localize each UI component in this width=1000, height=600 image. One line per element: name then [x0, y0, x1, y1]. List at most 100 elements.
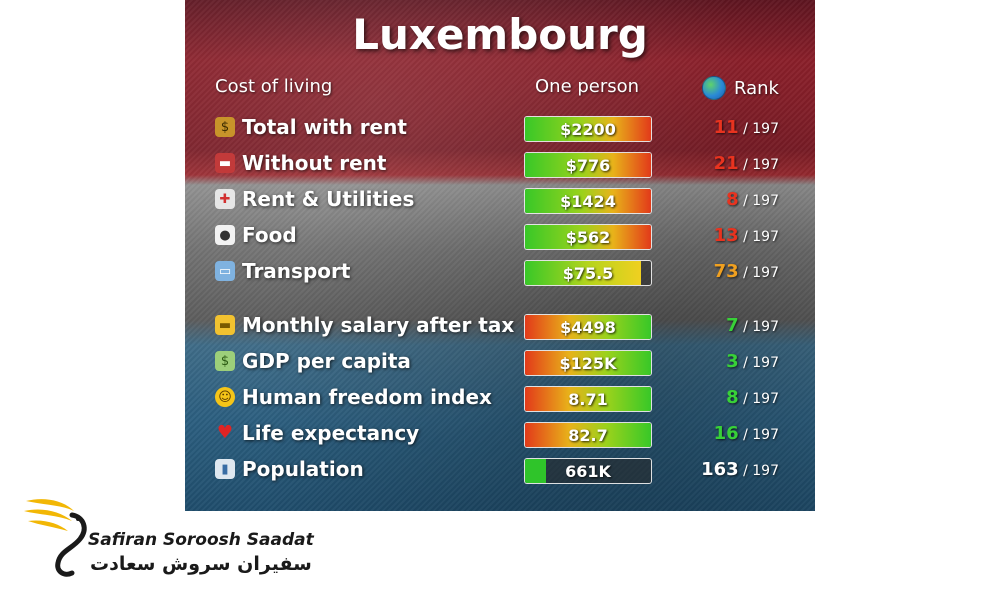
value-bar: 82.7: [524, 422, 652, 448]
bar-fill: [525, 351, 651, 375]
bar-chart-icon: ▮: [215, 459, 235, 479]
bar-value: $4498: [560, 317, 616, 337]
rank-total: / 197: [738, 121, 779, 137]
row-label: Life expectancy: [242, 421, 420, 445]
value-bar: $75.5: [524, 260, 652, 286]
rank-total: / 197: [738, 391, 779, 407]
sofa-icon: ▬: [215, 153, 235, 173]
rank: 163 / 197: [701, 459, 779, 480]
row-label: Total with rent: [242, 115, 407, 139]
rank-total: / 197: [738, 427, 779, 443]
row-label: Population: [242, 457, 364, 481]
row-label: Without rent: [242, 151, 387, 175]
bar-value: $125K: [559, 353, 617, 373]
bar-fill: [525, 261, 641, 285]
rank: 8 / 197: [726, 189, 779, 210]
value-bar: $562: [524, 224, 652, 250]
rank-total: / 197: [738, 229, 779, 245]
rank-number: 73: [713, 261, 739, 282]
stat-row: ♥ Life expectancy 82.7 16 / 197: [185, 419, 815, 449]
stat-row: ☺ Human freedom index 8.71 8 / 197: [185, 383, 815, 413]
header-column: One person: [535, 76, 640, 97]
stat-row: ▬ Without rent $776 21 / 197: [185, 149, 815, 179]
bar-fill: [525, 225, 651, 249]
value-bar: $125K: [524, 350, 652, 376]
rank-number: 7: [726, 315, 739, 336]
brand-name-en: Safiran Soroosh Saadat: [88, 530, 314, 550]
row-label: Rent & Utilities: [242, 187, 415, 211]
header-label: Cost of living: [215, 76, 333, 97]
rank-number: 21: [713, 153, 739, 174]
value-bar: 661K: [524, 458, 652, 484]
rank-total: / 197: [738, 319, 779, 335]
rank: 21 / 197: [714, 153, 779, 174]
rank: 73 / 197: [714, 261, 779, 282]
rank-total: / 197: [738, 463, 779, 479]
rank-number: 13: [713, 225, 739, 246]
value-bar: $2200: [524, 116, 652, 142]
infographic-card: Luxembourg Cost of living One person Ran…: [185, 0, 815, 511]
rank-number: 16: [713, 423, 739, 444]
value-bar: $1424: [524, 188, 652, 214]
bar-value: $562: [565, 227, 611, 247]
value-bar: 8.71: [524, 386, 652, 412]
money-bag-icon: $: [215, 117, 235, 137]
bar-value: $776: [565, 155, 611, 175]
hospital-building-icon: ✚: [215, 189, 235, 209]
globe-icon: [702, 76, 726, 100]
bar-value: 661K: [565, 461, 611, 481]
bar-fill: [525, 189, 651, 213]
winged-bird-logo: [24, 499, 87, 577]
value-bar: $4498: [524, 314, 652, 340]
rank-number: 8: [726, 189, 739, 210]
bar-fill: [525, 315, 651, 339]
bar-fill: [525, 423, 651, 447]
rank: 16 / 197: [714, 423, 779, 444]
bar-fill: [525, 387, 651, 411]
rank-number: 3: [726, 351, 739, 372]
stat-row: ▬ Monthly salary after tax $4498 7 / 197: [185, 311, 815, 341]
stat-row: ● Food $562 13 / 197: [185, 221, 815, 251]
row-label: Transport: [242, 259, 351, 283]
bar-fill: [525, 117, 651, 141]
value-bar: $776: [524, 152, 652, 178]
row-label: GDP per capita: [242, 349, 411, 373]
minibus-icon: ▭: [215, 261, 235, 281]
bar-value: $75.5: [562, 263, 614, 283]
credit-card-icon: ▬: [215, 315, 235, 335]
rank: 3 / 197: [726, 351, 779, 372]
bar-fill: [525, 459, 547, 483]
row-label: Monthly salary after tax: [242, 313, 515, 337]
rank-total: / 197: [738, 157, 779, 173]
stat-row: ▭ Transport $75.5 73 / 197: [185, 257, 815, 287]
banknotes-icon: $: [215, 351, 235, 371]
smiley-face-icon: ☺: [215, 387, 235, 407]
bar-value: 8.71: [568, 389, 608, 409]
bar-value: 82.7: [568, 425, 608, 445]
plate-cutlery-icon: ●: [215, 225, 235, 245]
rank: 11 / 197: [714, 117, 779, 138]
row-label: Human freedom index: [242, 385, 492, 409]
header-rank: Rank: [702, 76, 779, 100]
rank-number: 8: [726, 387, 739, 408]
rank-total: / 197: [738, 193, 779, 209]
country-title: Luxembourg: [352, 10, 648, 59]
rank-total: / 197: [738, 355, 779, 371]
rank: 8 / 197: [726, 387, 779, 408]
bar-value: $2200: [560, 119, 616, 139]
stat-row: $ GDP per capita $125K 3 / 197: [185, 347, 815, 377]
header-rank-label: Rank: [734, 77, 779, 99]
row-label: Food: [242, 223, 297, 247]
bar-value: $1424: [560, 191, 616, 211]
stat-row: ✚ Rent & Utilities $1424 8 / 197: [185, 185, 815, 215]
rank: 7 / 197: [726, 315, 779, 336]
rank-total: / 197: [738, 265, 779, 281]
stat-row: $ Total with rent $2200 11 / 197: [185, 113, 815, 143]
rank-number: 11: [713, 117, 739, 138]
brand-name-fa: سفیران سروش سعادت: [90, 553, 312, 575]
rank: 13 / 197: [714, 225, 779, 246]
rank-number: 163: [701, 459, 739, 480]
bar-fill: [525, 153, 651, 177]
stat-row: ▮ Population 661K 163 / 197: [185, 455, 815, 485]
heart-icon: ♥: [216, 422, 234, 443]
